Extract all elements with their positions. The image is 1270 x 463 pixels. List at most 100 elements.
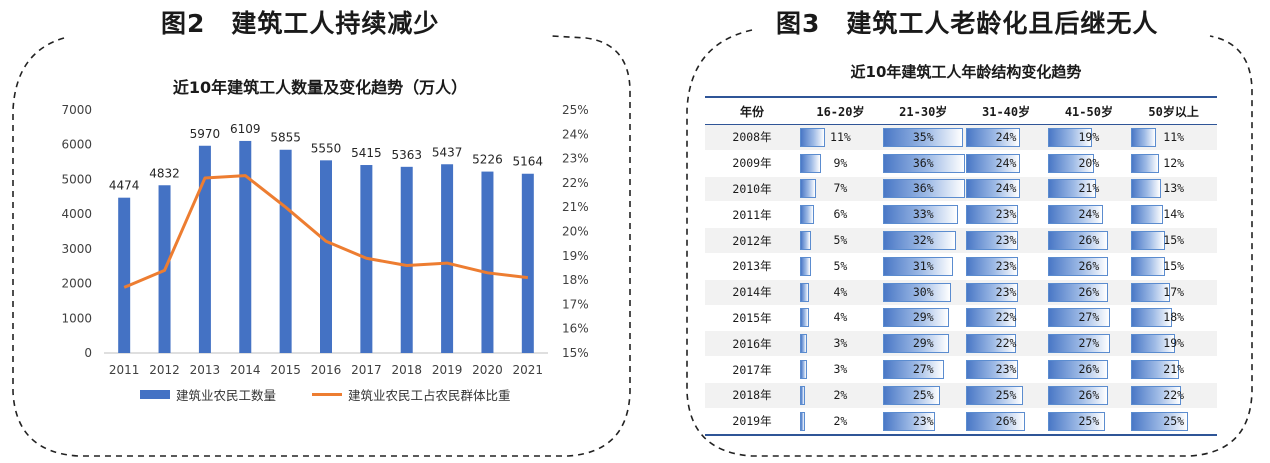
x-tick-label: 2016: [311, 363, 342, 377]
percent-label: 27%: [1078, 336, 1100, 351]
data-bar: [800, 231, 812, 251]
table-cell: 27%: [881, 356, 965, 383]
y-left-tick-label: 6000: [61, 138, 92, 152]
percent-label: 4%: [833, 284, 848, 299]
bar-data-label: 4474: [109, 179, 140, 193]
legend-item-bar: 建筑业农民工数量: [140, 385, 276, 404]
percent-label: 17%: [1163, 284, 1185, 299]
table-cell: 33%: [881, 201, 965, 229]
percent-label: 23%: [995, 362, 1017, 377]
x-tick-label: 2020: [472, 363, 503, 377]
percent-label: 3%: [833, 336, 848, 351]
table-row: 2010年 7% 36% 24% 21% 13%: [705, 176, 1217, 203]
table-cell: 19%: [1130, 330, 1217, 358]
table-cell: 4%: [799, 279, 882, 306]
bar-data-label: 5550: [311, 141, 342, 155]
table-cell: 15%: [1130, 253, 1217, 280]
share-line: [123, 174, 528, 289]
y-right-tick-label: 21%: [562, 200, 589, 214]
data-bar: [800, 334, 807, 354]
table-cell: 32%: [881, 227, 965, 254]
table-cell: 23%: [881, 408, 965, 436]
data-bar: [1131, 256, 1166, 276]
data-bar: [800, 205, 814, 225]
table-cell: 23%: [964, 227, 1048, 254]
percent-label: 11%: [1163, 129, 1185, 144]
data-bar: [1048, 385, 1108, 405]
y-left-tick-label: 5000: [61, 172, 92, 186]
percent-label: 19%: [1078, 129, 1100, 144]
percent-label: 2%: [833, 413, 848, 428]
data-bar: [965, 282, 1019, 302]
y-right-tick-label: 16%: [562, 322, 589, 336]
bar-2015: [279, 149, 292, 353]
percent-label: 11%: [830, 129, 851, 144]
data-bar: [1131, 360, 1180, 380]
data-bar: [1131, 127, 1157, 147]
percent-label: 13%: [1163, 181, 1185, 196]
percent-label: 22%: [995, 336, 1017, 351]
percent-label: 7%: [833, 181, 848, 196]
percent-label: 26%: [1078, 233, 1100, 248]
percent-label: 22%: [995, 310, 1017, 325]
y-right-tick-label: 15%: [562, 346, 589, 360]
table-cell: 36%: [881, 176, 965, 203]
percent-label: 26%: [1078, 284, 1100, 299]
row-year: 2010年: [705, 176, 799, 203]
data-bar: [1048, 334, 1110, 354]
data-bar: [882, 231, 956, 251]
row-year: 2013年: [705, 253, 799, 280]
percent-label: 19%: [1163, 336, 1185, 351]
table-cell: 25%: [1047, 408, 1131, 436]
data-bar: [965, 308, 1016, 328]
table-cell: 24%: [1047, 201, 1131, 229]
data-bar: [882, 127, 963, 147]
table-cell: 26%: [1047, 227, 1131, 254]
table-cell: 17%: [1130, 279, 1217, 306]
data-bar: [965, 205, 1019, 225]
data-bar: [800, 153, 821, 173]
percent-label: 23%: [912, 413, 934, 428]
table-cell: 5%: [799, 253, 882, 280]
data-bar: [1048, 127, 1092, 147]
y-left-tick-label: 0: [84, 346, 92, 360]
data-bar: [1131, 153, 1159, 173]
table-cell: 13%: [1130, 176, 1217, 203]
data-bar: [1048, 179, 1097, 199]
data-bar: [1131, 334, 1175, 354]
row-year: 2015年: [705, 305, 799, 332]
legend-swatch-bar: [140, 390, 170, 399]
percent-label: 26%: [1078, 258, 1100, 273]
bar-data-label: 6109: [230, 122, 261, 136]
table-row: 2015年 4% 29% 22% 27% 18%: [705, 305, 1217, 332]
table-cell: 2%: [799, 382, 882, 409]
table-cell: 25%: [964, 382, 1048, 409]
percent-label: 6%: [833, 207, 848, 222]
percent-label: 27%: [912, 362, 934, 377]
data-bar: [800, 360, 807, 380]
table-row: 2013年 5% 31% 23% 26% 15%: [705, 253, 1217, 280]
figure-2-heading: 图2 建筑工人持续减少: [161, 4, 439, 40]
percent-label: 23%: [995, 233, 1017, 248]
bar-2014: [239, 140, 252, 353]
bar-data-label: 5415: [351, 146, 382, 160]
row-year: 2011年: [705, 201, 799, 229]
data-bar: [1131, 411, 1189, 431]
percent-label: 24%: [995, 155, 1017, 170]
y-right-tick-label: 18%: [562, 273, 589, 287]
table-cell: 26%: [1047, 279, 1131, 306]
data-bar: [965, 411, 1025, 431]
percent-label: 36%: [912, 155, 934, 170]
data-bar: [800, 256, 812, 276]
data-bar: [882, 334, 949, 354]
table-cell: 35%: [881, 124, 965, 151]
legend-label-bar: 建筑业农民工数量: [176, 388, 277, 403]
x-tick-label: 2014: [230, 363, 261, 377]
data-bar: [965, 231, 1019, 251]
table-cell: 21%: [1047, 176, 1131, 203]
figure-3-title: 建筑工人老龄化且后继无人: [846, 9, 1159, 38]
table-cell: 15%: [1130, 227, 1217, 254]
table-cell: 27%: [1047, 330, 1131, 358]
data-bar: [1048, 153, 1095, 173]
